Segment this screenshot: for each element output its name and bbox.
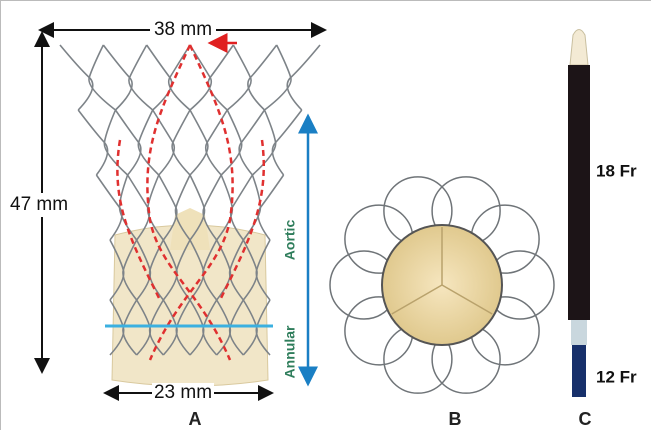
panel-label: A [189,409,202,429]
background [0,0,651,430]
catheter-18fr [568,65,590,320]
panel-label: C [579,409,592,429]
region-label: Aortic [282,220,298,261]
region-label: Annular [282,325,298,378]
dimension-label: 38 mm [154,19,212,40]
dimension-label: 23 mm [154,382,212,403]
size-label: 12 Fr [596,367,637,386]
catheter-tip [570,30,588,66]
panel-label: B [449,409,462,429]
catheter-12fr [572,345,586,397]
size-label: 18 Fr [596,161,637,180]
dimension-label: 47 mm [10,194,68,215]
figure: 38 mm 47 mm 23 mm Aortic Annular A B 18 … [0,0,651,430]
catheter-joint [571,320,587,345]
